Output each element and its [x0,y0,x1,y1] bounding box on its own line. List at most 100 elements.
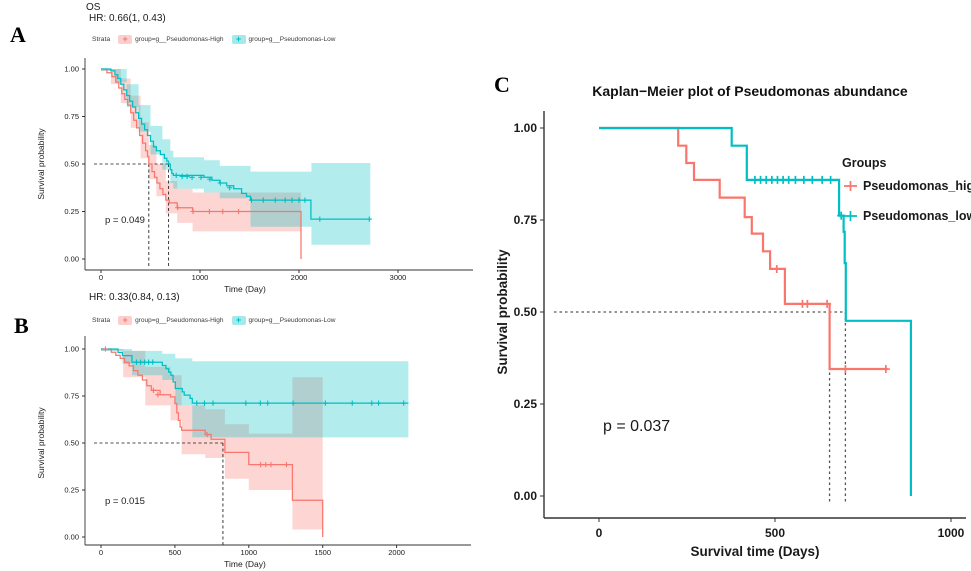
y-tick-label: 0.00 [514,489,538,503]
y-tick-label: 0.00 [64,533,79,542]
confidence-ribbon [101,349,409,438]
censor-mark-icon [257,400,263,406]
legend-item-low: + group=g__Pseudomonas-Low [231,35,336,44]
censor-mark-icon [194,400,200,406]
censor-mark-icon [173,172,179,178]
panel-b-subtitle: HR: 0.33(0.84, 0.13) [89,292,180,303]
censor-mark-icon [349,400,355,406]
panel-c-pvalue: p = 0.037 [603,418,671,435]
x-tick-label: 1000 [240,548,257,557]
censor-mark-icon [784,175,793,184]
high-plus-swatch-icon: + [118,316,133,325]
censor-mark-icon [184,173,190,179]
legend-plus-icon [844,181,857,191]
censor-mark-icon [227,185,233,191]
panel-b-strata-legend: Strata + group=g__Pseudomonas-High + gro… [92,316,335,325]
censor-mark-icon [236,208,242,215]
x-tick-label: 500 [765,526,785,540]
censor-mark-icon [190,208,196,215]
panel-a-plot: 0 1000 2000 3000 0.00 0.25 0.50 0.75 1.00 Time (D… [36,58,473,294]
censor-mark-icon [791,175,800,184]
legend-plus-icon [844,211,857,221]
censor-mark-icon [207,176,213,182]
censor-mark-icon [150,359,156,365]
censor-mark-icon [102,346,109,352]
censor-mark-icon [283,462,290,468]
y-axis-label: Survival probability [36,407,46,479]
x-axis-label: Time (Day) [224,559,266,569]
censor-mark-icon [272,197,278,203]
legend-item-label: group=g__Pseudomonas-Low [248,317,336,324]
low-plus-swatch-icon: + [231,316,246,325]
confidence-ribbon [101,69,371,245]
y-tick-label: 0.00 [64,255,79,264]
censor-mark-icon [189,174,195,180]
y-tick-label: 0.50 [64,439,79,448]
legend-item-label: group=g__Pseudomonas-Low [248,36,336,43]
x-tick-label: 0 [99,548,103,557]
high-plus-swatch-icon: + [118,35,133,44]
y-tick-label: 0.50 [64,160,79,169]
y-tick-label: 0.75 [64,392,79,401]
km-curve [599,126,888,371]
panel-a-label: A [10,22,26,47]
low-plus-swatch-icon: + [231,35,246,44]
censor-mark-icon [290,400,296,406]
y-tick-label: 1.00 [514,121,538,135]
y-tick-label: 0.25 [514,397,538,411]
censor-mark-icon [803,299,812,308]
y-tick-label: 0.75 [514,213,538,227]
panel-c-title: Kaplan−Meier plot of Pseudomonas abundan… [592,83,908,99]
censor-mark-icon [217,180,223,186]
panel-b-pvalue: p = 0.015 [105,496,145,507]
censor-mark-icon [375,400,382,406]
legend-item-label: Pseudomonas_low [863,209,971,223]
censor-mark-icon [322,400,328,406]
y-tick-label: 1.00 [64,65,79,74]
panel-b-label: B [14,313,29,338]
censor-mark-icon [818,175,827,184]
x-axis-label: Time (Day) [224,284,266,294]
y-axis-label: Survival probability [36,128,46,200]
km-curve [101,348,409,404]
groups-legend-title: Groups [842,156,886,170]
censor-mark-icon [799,175,808,184]
censor-mark-icon [155,392,161,398]
km-curve [101,68,371,220]
censor-mark-icon [263,462,269,468]
legend-item-high: + group=g__Pseudomonas-High [118,316,224,325]
censor-mark-icon [282,197,288,203]
x-tick-label: 2000 [291,273,308,282]
legend-item-low: + group=g__Pseudomonas-Low [231,316,336,325]
km-curve [101,348,324,537]
legend-item-label: group=g__Pseudomonas-High [135,317,224,324]
censor-mark-icon [150,387,157,393]
censor-mark-icon [808,175,817,184]
y-tick-label: 0.25 [64,207,79,216]
legend-title: Strata [92,36,111,43]
x-tick-label: 0 [596,526,603,540]
panel-a-strata-legend: Strata + group=g__Pseudomonas-High + gro… [92,35,335,44]
censor-mark-icon [258,462,264,468]
censor-mark-icon [206,208,213,215]
panel-a-subtitle: HR: 0.66(1, 0.43) [89,13,166,24]
censor-mark-icon [401,400,407,406]
censor-mark-icon [220,208,226,215]
confidence-ribbon [101,69,301,232]
censor-mark-icon [289,197,295,203]
y-tick-label: 0.75 [64,112,79,121]
censor-mark-icon [201,400,208,406]
y-axis-label: Survival probability [495,249,510,375]
legend-item-high: + group=g__Pseudomonas-High [118,35,224,44]
censor-mark-icon [881,365,890,374]
x-tick-label: 1000 [192,273,209,282]
km-curve [101,68,302,259]
x-tick-label: 3000 [390,273,407,282]
x-tick-label: 2000 [388,548,405,557]
x-tick-label: 1500 [314,548,331,557]
censor-mark-icon [366,216,372,222]
censor-mark-icon [265,400,271,406]
x-tick-label: 500 [169,548,182,557]
legend-item-label: group=g__Pseudomonas-High [135,36,224,43]
